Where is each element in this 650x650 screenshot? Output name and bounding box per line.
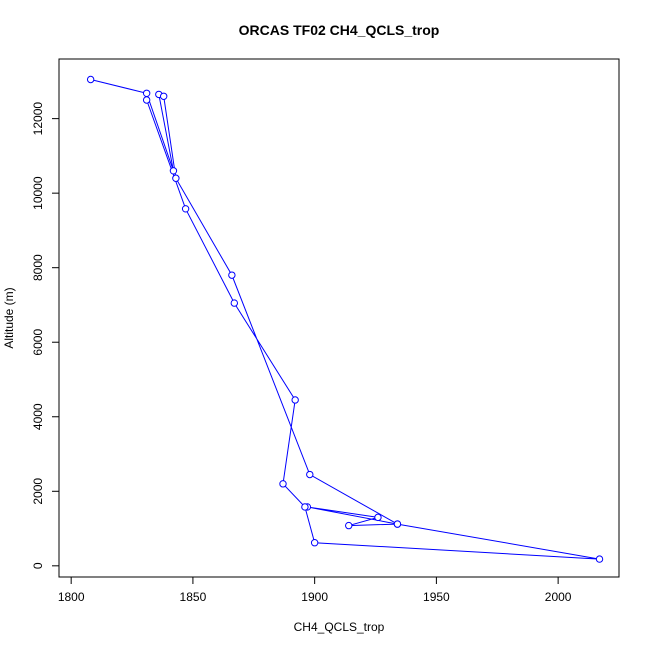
data-point	[172, 174, 180, 182]
x-tick-label: 1800	[58, 590, 85, 604]
data-point	[142, 96, 151, 104]
data-point	[142, 89, 151, 97]
data-point	[306, 470, 314, 479]
y-axis-label: Altitude (m)	[2, 287, 16, 348]
data-point	[169, 167, 178, 175]
x-tick-label: 1950	[423, 590, 450, 604]
y-tick-label: 10000	[31, 176, 45, 210]
series-line	[90, 79, 600, 560]
x-tick-label: 2000	[545, 590, 572, 604]
y-tick-label: 4000	[31, 403, 45, 430]
data-point	[374, 513, 382, 522]
data-point	[228, 271, 236, 279]
x-tick-label: 1900	[301, 590, 328, 604]
data-point	[301, 503, 309, 511]
data-point	[279, 480, 287, 488]
y-axis: 0 2000 4000 6000 8000 10000 12000	[31, 102, 60, 569]
x-axis-label: CH4_QCLS_trop	[294, 620, 385, 634]
data-point	[393, 520, 402, 528]
data-point	[181, 205, 190, 213]
data-point	[345, 521, 353, 530]
plot-area-frame	[58, 58, 620, 578]
data-point	[291, 396, 299, 404]
data-point	[310, 539, 319, 547]
chart-title: ORCAS TF02 CH4_QCLS_trop	[239, 22, 440, 38]
series-layer	[86, 75, 604, 563]
data-point	[86, 75, 95, 84]
y-tick-label: 0	[31, 562, 45, 569]
x-tick-label: 1850	[180, 590, 207, 604]
data-point	[230, 299, 239, 307]
y-tick-label: 2000	[31, 478, 45, 505]
y-tick-label: 6000	[31, 329, 45, 356]
y-tick-label: 8000	[31, 254, 45, 281]
data-point	[595, 555, 604, 563]
x-axis: 1800 1850 1900 1950 2000	[58, 576, 572, 604]
data-point	[159, 92, 168, 100]
y-tick-label: 12000	[31, 102, 45, 136]
